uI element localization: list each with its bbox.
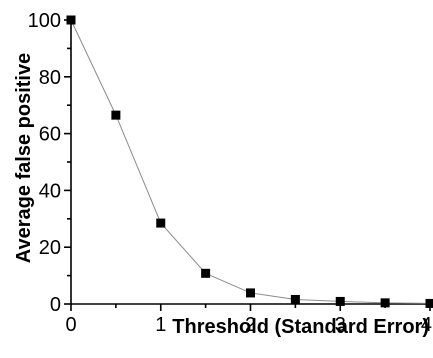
data-point — [425, 298, 433, 308]
y-axis-title: Average false positive — [13, 53, 35, 263]
series-markers — [66, 15, 433, 308]
data-point — [111, 110, 121, 120]
x-tick-label: 4 — [421, 314, 432, 336]
y-axis-ticks: 0 20 40 60 80 100 — [28, 10, 71, 316]
y-tick-label: 60 — [39, 124, 61, 146]
data-point — [66, 15, 76, 25]
y-tick-label: 40 — [39, 180, 61, 202]
x-tick-label: 2 — [245, 314, 256, 336]
y-tick-label: 80 — [39, 67, 61, 89]
axes — [70, 18, 432, 305]
data-point — [156, 218, 166, 228]
data-point — [290, 294, 300, 304]
data-point — [246, 288, 255, 298]
x-axis-title: Threshold (Standard Error) — [172, 316, 429, 338]
y-tick-label: 0 — [50, 294, 61, 316]
x-tick-label: 1 — [155, 314, 166, 336]
series-line — [70, 19, 431, 304]
x-tick-label: 3 — [335, 314, 346, 336]
data-point — [335, 296, 345, 306]
y-tick-label: 20 — [39, 237, 61, 259]
y-tick-label: 100 — [28, 10, 61, 32]
x-tick-label: 0 — [65, 314, 76, 336]
data-point — [380, 298, 390, 308]
data-point — [201, 268, 211, 278]
